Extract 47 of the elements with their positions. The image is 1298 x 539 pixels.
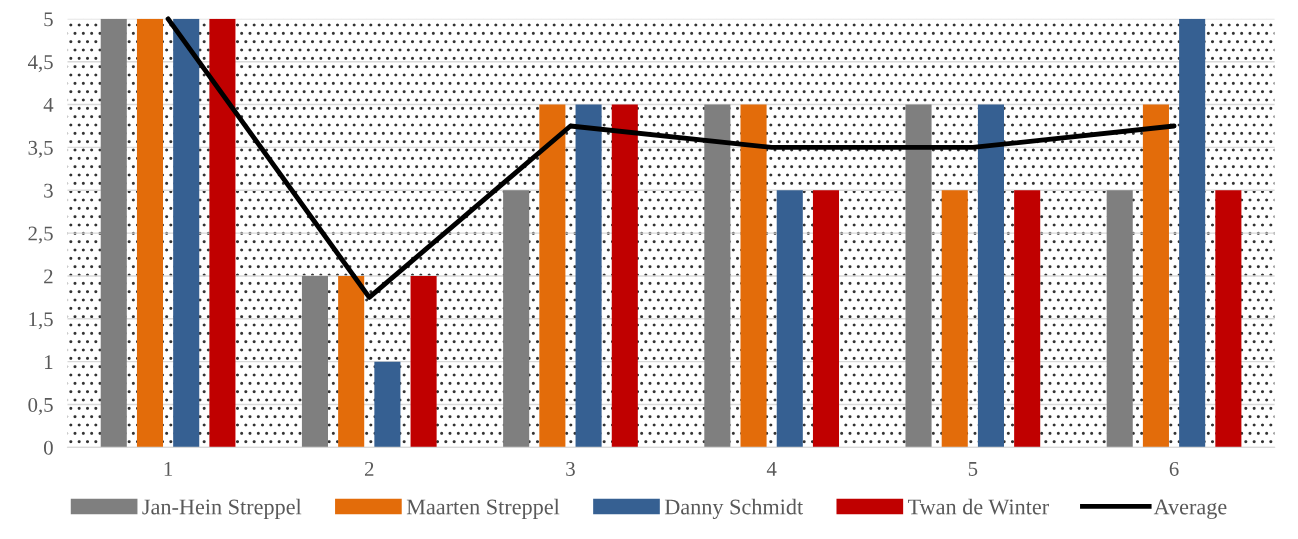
line-series [165,16,1177,300]
bar [338,275,365,448]
legend-label: Twan de Winter [908,498,1049,515]
bar [1179,18,1206,448]
bar [812,190,840,448]
bar [136,18,164,448]
y-tick-label: 2 [44,269,53,284]
y-tick-label: 3,5 [28,140,53,158]
y-tick-label: 0 [43,440,53,455]
x-tick-label: 3 [566,461,575,476]
bar [100,18,127,448]
bar [740,104,767,448]
bar [905,104,932,448]
bar [1215,190,1242,448]
bar [410,275,437,448]
bar [611,104,638,448]
bar [575,104,602,448]
y-tick-label: 5 [44,12,53,27]
bar [1106,190,1133,448]
legend-label: Average [1153,499,1227,519]
legend-label: Danny Schmidt [664,498,804,519]
bar [1142,104,1169,448]
bar [301,275,328,448]
bar [941,190,968,448]
bar [173,18,200,448]
bar [503,190,530,448]
y-tick-label: 1,5 [29,312,53,330]
bar [374,361,401,448]
y-tick-label: 4 [43,98,54,112]
legend-label: Maarten Streppel [406,498,560,519]
x-tick-label: 6 [1169,461,1179,476]
legend-label: Jan-Hein Streppel [142,498,302,519]
y-tick-label: 0,5 [28,397,53,415]
x-tick-label: 1 [164,461,173,476]
bar [209,18,236,448]
x-tick-label: 4 [766,462,777,476]
y-tick-label: 3 [44,183,53,198]
bar [776,190,803,448]
bar [1014,190,1041,448]
y-tick-label: 4,5 [27,55,53,73]
x-tick-label: 5 [968,462,978,476]
y-tick-label: 2,5 [28,226,53,244]
x-tick-label: 2 [364,461,374,476]
bar [977,104,1004,448]
bar [704,104,731,448]
bar [539,104,566,448]
y-tick-label: 1 [45,355,53,369]
